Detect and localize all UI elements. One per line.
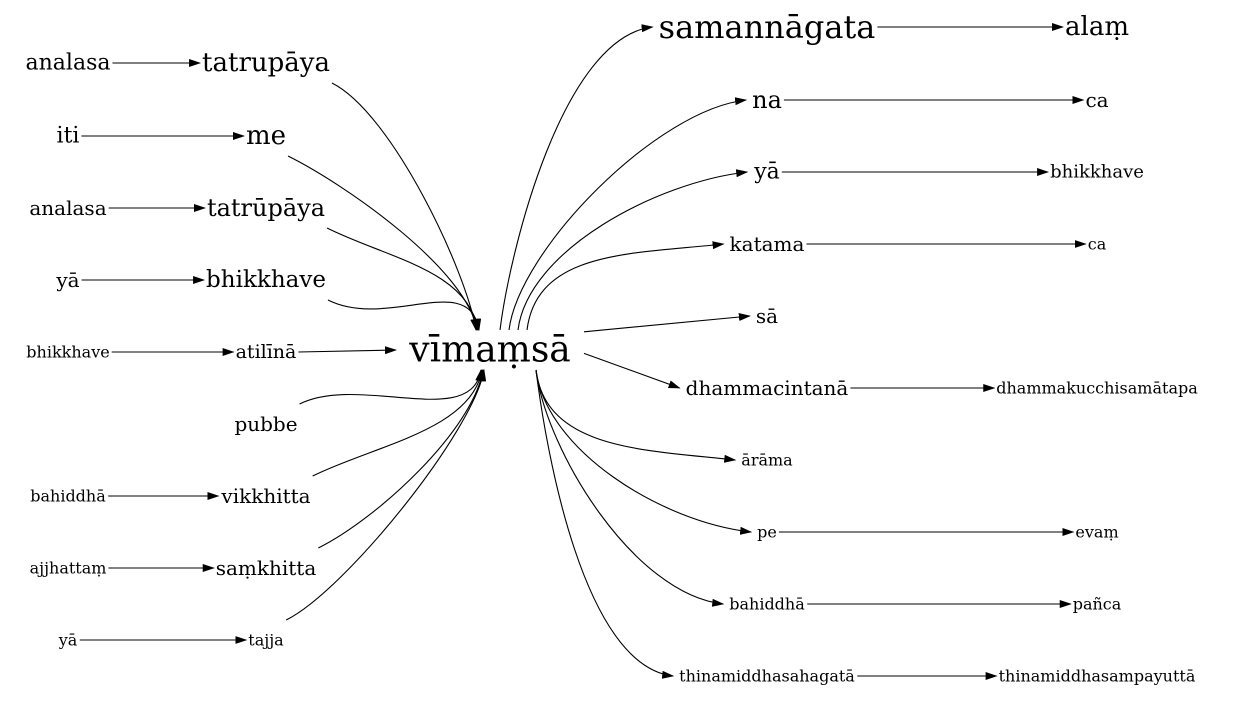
node-left-6-vikkhitta: vikkhitta	[220, 484, 310, 508]
edge-right-9-center	[535, 369, 675, 679]
edge-left-1-center	[287, 155, 480, 331]
node-right-5-dhammacintana: dhammacintanā	[686, 376, 849, 400]
node-right-2-ya: yā	[753, 160, 780, 185]
node-left-8-ya: yā	[58, 631, 78, 650]
node-left-8-tajja: tajja	[248, 631, 284, 650]
edge-right-8-center	[535, 369, 725, 607]
edge-right-1-center	[508, 97, 748, 331]
node-right-3-ca: ca	[1088, 235, 1107, 254]
edge-right-4-center	[583, 313, 751, 333]
node-center-vimamsa: vīmaṃsā	[408, 330, 571, 371]
edge-right-7-center	[535, 369, 753, 535]
node-left-1-me: me	[246, 121, 286, 151]
nodes-layer: vīmaṃsā analasa tatrupāya iti me analasa tatrū…	[26, 8, 1199, 686]
node-left-7-ajjhattam: ajjhattaṃ	[30, 559, 107, 578]
edge-left-3-center	[327, 299, 482, 331]
node-right-5-dhammakucchisamatapa: dhammakucchisamātapa	[996, 379, 1198, 398]
node-left-1-iti: iti	[57, 124, 80, 149]
edge-right-3-center	[526, 241, 725, 331]
node-left-2-tatrupaya: tatrūpāya	[207, 194, 325, 222]
edge-left-5-center	[299, 369, 484, 405]
node-right-3-katama: katama	[730, 232, 805, 256]
edge-right-2-center	[517, 169, 749, 331]
edge-left-2-center	[326, 227, 481, 331]
node-right-7-pe: pe	[757, 523, 777, 542]
node-right-7-evam: evaṃ	[1075, 523, 1118, 542]
node-left-0-tatrupaya: tatrupāya	[202, 48, 330, 78]
node-right-9-thinamiddhasampayutta: thinamiddhasampayuttā	[999, 667, 1196, 686]
node-left-7-samkhitta: saṃkhitta	[216, 556, 317, 580]
node-left-3-bhikkhave: bhikkhave	[206, 267, 326, 293]
edge-left-7-center	[318, 369, 486, 549]
edge-left-6-center	[312, 369, 485, 477]
node-left-4-bhikkhave: bhikkhave	[26, 343, 109, 362]
node-right-8-bahiddha: bahiddhā	[729, 595, 805, 614]
node-left-3-ya: yā	[55, 268, 79, 292]
edge-left-8-center	[285, 369, 487, 621]
node-right-9-thinamiddhasahagata: thinamiddhasahagatā	[679, 667, 855, 686]
edge-left-4-center	[298, 346, 397, 355]
node-right-0-samannagata: samannāgata	[659, 8, 876, 46]
edge-left-0-center	[331, 82, 479, 331]
node-right-8-panca: pañca	[1073, 595, 1122, 614]
node-left-2-analasa: analasa	[29, 196, 106, 220]
node-right-1-ca: ca	[1085, 88, 1108, 112]
edge-right-6-center	[535, 369, 737, 463]
node-right-2-bhikkhave: bhikkhave	[1050, 162, 1144, 183]
node-left-5-pubbe: pubbe	[234, 412, 297, 436]
node-right-4-sa: sā	[756, 304, 778, 328]
node-left-6-bahiddha: bahiddhā	[30, 487, 106, 506]
edge-right-0-center	[499, 24, 654, 331]
node-right-0-alam: alaṃ	[1065, 12, 1129, 42]
node-left-0-analasa: analasa	[26, 51, 111, 76]
node-left-4-atilina: atilīnā	[236, 341, 297, 363]
edges-layer	[79, 23, 1087, 680]
node-right-6-arama: ārāma	[741, 451, 793, 470]
edge-right-5-center	[583, 352, 681, 389]
node-right-1-na: na	[752, 86, 782, 114]
